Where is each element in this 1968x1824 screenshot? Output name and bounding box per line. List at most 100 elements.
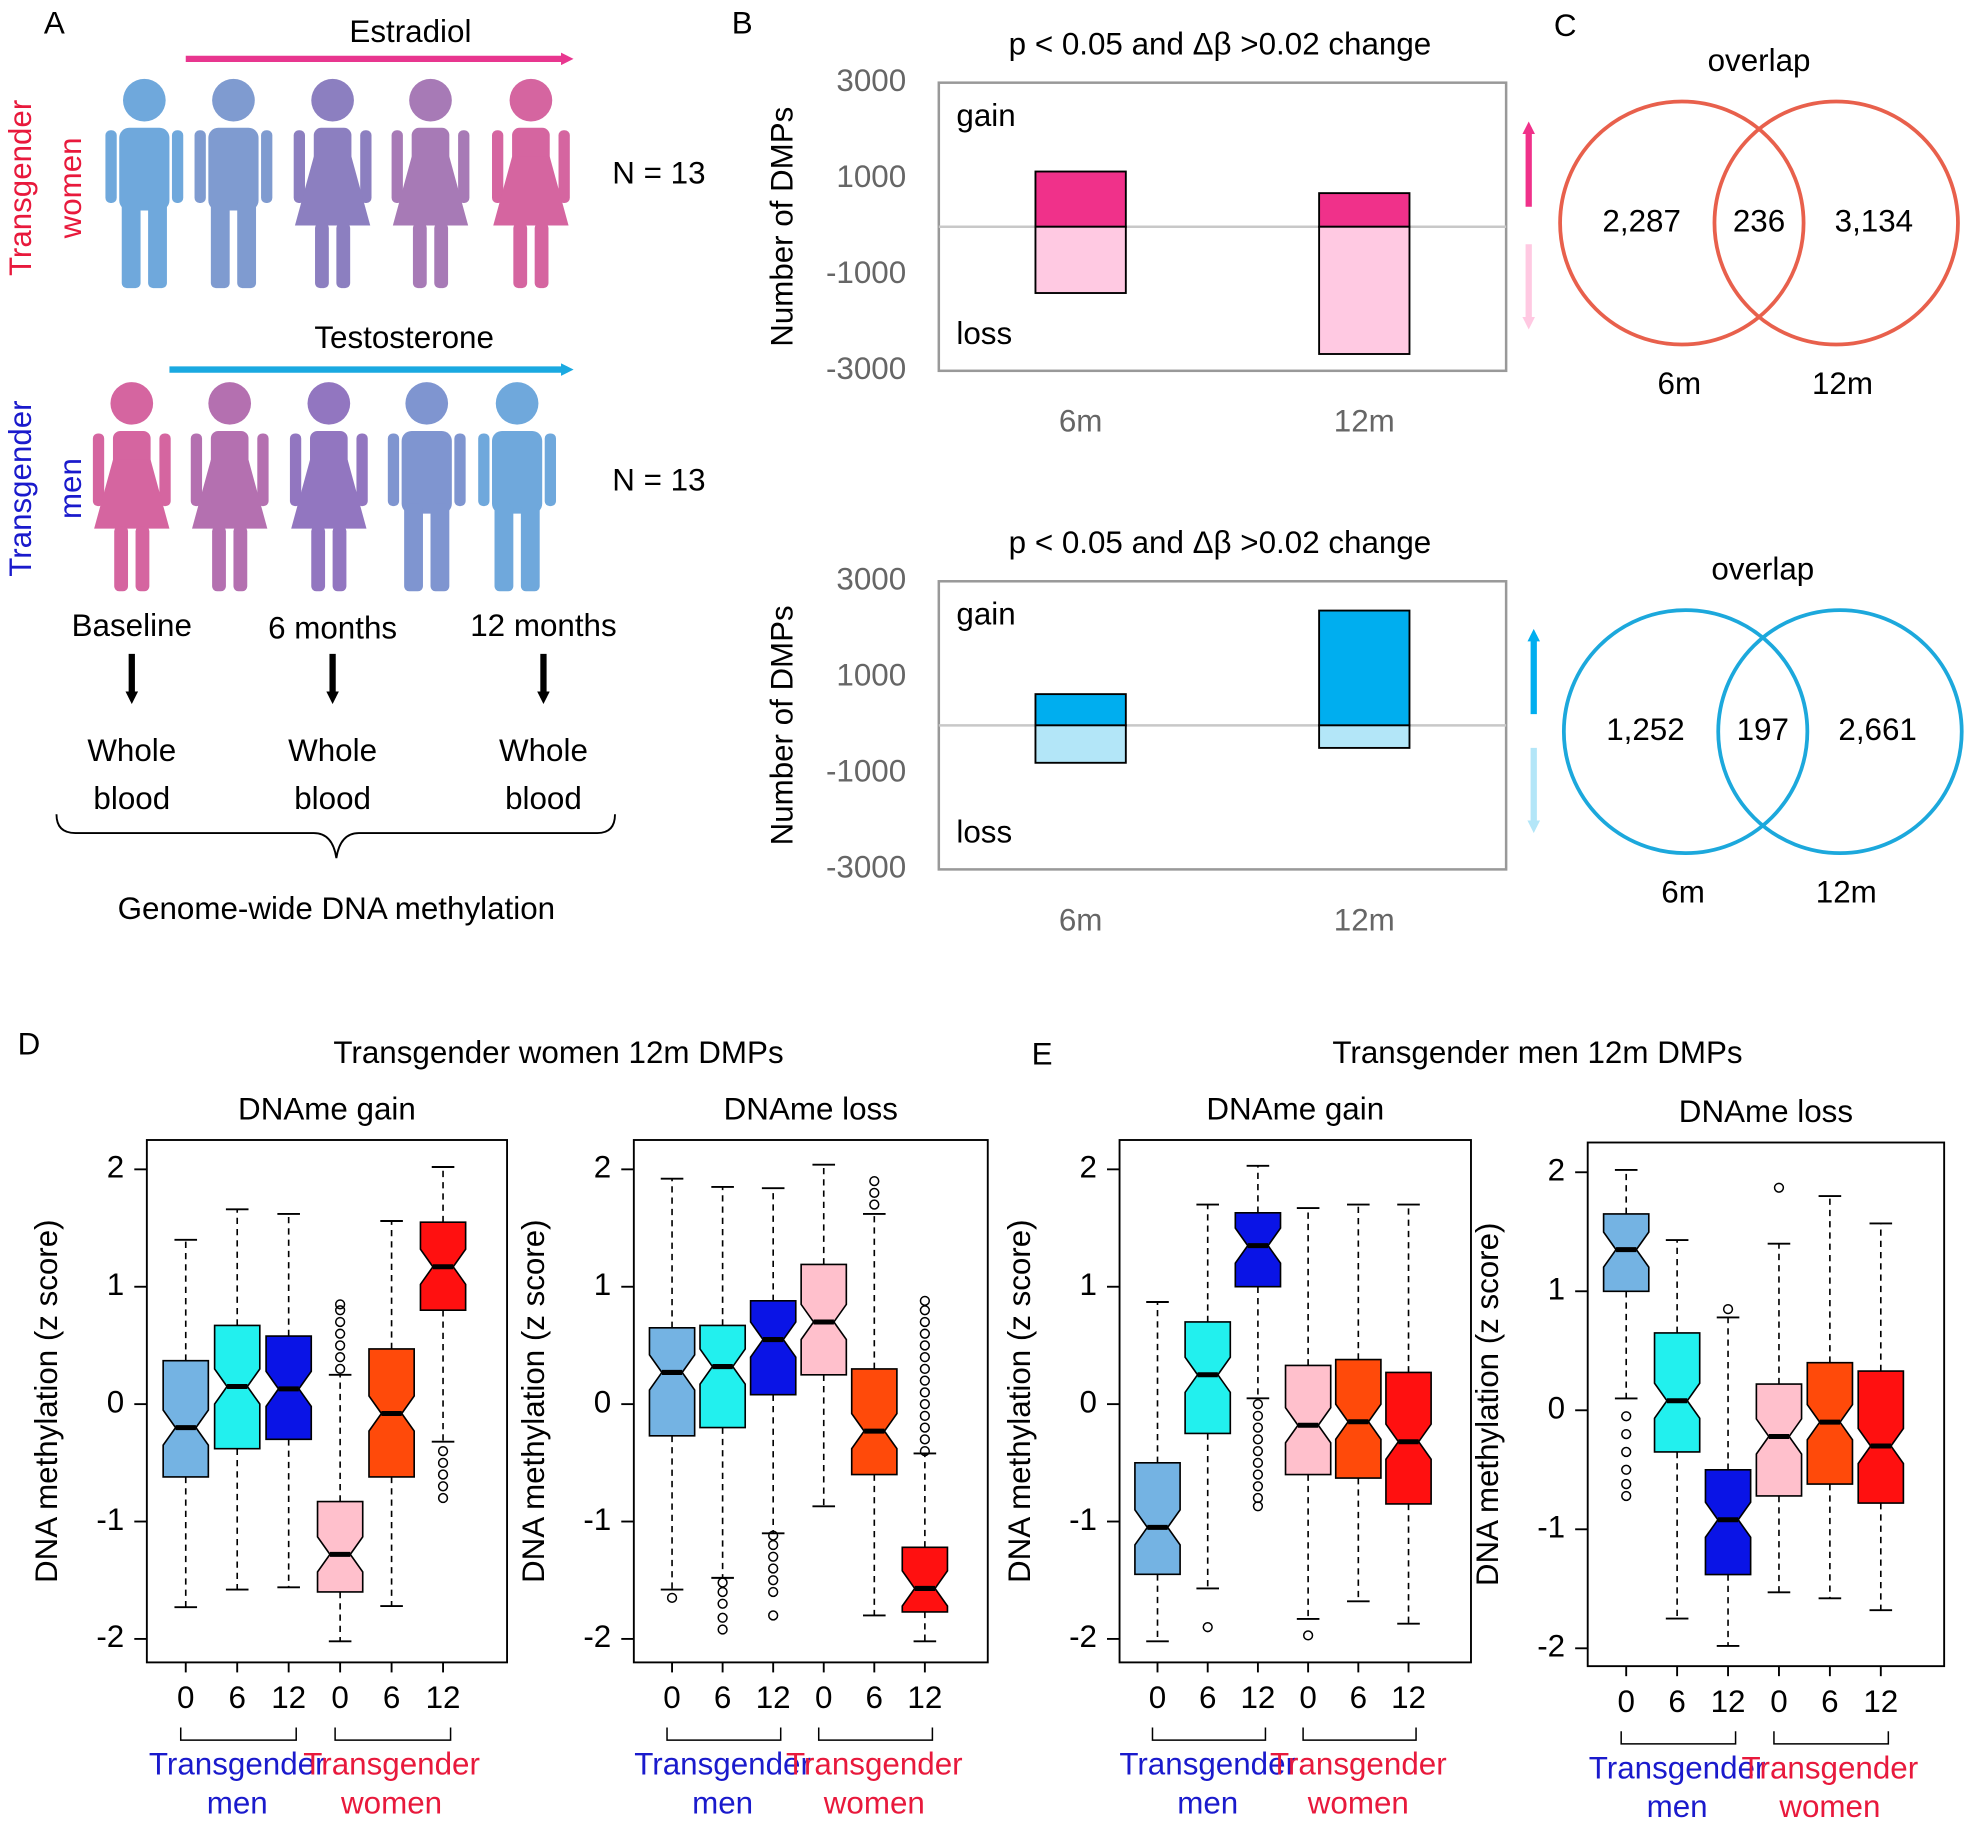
bar <box>1318 192 1411 228</box>
outlier <box>1252 1457 1264 1468</box>
figure-title: Transgender women 12m DMPs <box>333 1035 783 1070</box>
box <box>1755 1383 1803 1497</box>
y-tick-label: -1 <box>1537 1510 1565 1545</box>
person-torso <box>313 127 352 166</box>
x-tick-label: 12 <box>271 1680 306 1715</box>
person-arm <box>558 130 570 203</box>
outlier <box>919 1445 931 1457</box>
x-tick-label: 0 <box>1770 1684 1787 1719</box>
panel-label: D <box>18 1026 41 1061</box>
y-tick-label: -2 <box>96 1619 124 1654</box>
x-tick-label: 12 <box>426 1680 461 1715</box>
outlier <box>919 1363 931 1375</box>
outlier <box>1252 1469 1264 1480</box>
outlier <box>768 1575 779 1586</box>
timepoint: 6 months <box>268 610 397 645</box>
y-tick-label: 0 <box>1548 1391 1565 1426</box>
group-bracket <box>1773 1731 1890 1745</box>
outlier <box>919 1340 931 1351</box>
y-axis-label: DNA methylation (z score) <box>29 1219 64 1583</box>
x-tick-label: 6 <box>1668 1684 1685 1719</box>
person-leg <box>336 222 351 289</box>
person-torso <box>512 127 550 166</box>
person-leg <box>237 200 257 289</box>
group-bracket <box>666 1727 782 1741</box>
person-leg <box>311 526 326 592</box>
person-arm <box>257 433 269 507</box>
person-leg <box>494 503 514 592</box>
box <box>1385 1371 1432 1505</box>
outlier <box>919 1375 931 1386</box>
venn-count: 2,661 <box>1838 712 1916 747</box>
group-label: women <box>1778 1789 1880 1824</box>
person-arm <box>190 433 203 507</box>
group-bracket <box>179 1727 297 1741</box>
y-axis-label: Number of DMPs <box>765 107 800 347</box>
outlier <box>919 1328 931 1339</box>
y-tick-label: -2 <box>583 1619 611 1654</box>
person-leg <box>148 200 167 289</box>
outlier <box>919 1295 931 1306</box>
y-tick-label: 3000 <box>836 63 906 98</box>
person-dress <box>493 156 569 226</box>
y-tick-label: -1 <box>583 1502 611 1537</box>
group-label: Transgender <box>1742 1750 1919 1785</box>
outlier <box>437 1469 449 1480</box>
person-arm <box>458 130 470 203</box>
set-label: 12m <box>1812 366 1873 401</box>
group-label: men <box>207 1786 268 1821</box>
outlier <box>1621 1411 1632 1422</box>
y-tick-label: 1 <box>1080 1267 1097 1302</box>
x-tick-label: 6m <box>1059 902 1103 937</box>
timepoint: Baseline <box>72 608 192 643</box>
x-tick-label: 12 <box>756 1680 791 1715</box>
person-head <box>409 78 452 122</box>
hormone-label: Estradiol <box>349 14 471 49</box>
box <box>162 1359 210 1478</box>
person-arm <box>391 130 403 203</box>
box <box>901 1546 949 1613</box>
set-label: 6m <box>1658 366 1702 401</box>
box <box>316 1500 364 1593</box>
sample: blood <box>294 781 371 816</box>
series-label: gain <box>956 98 1015 133</box>
person-arm <box>492 130 504 203</box>
outlier <box>1252 1445 1264 1457</box>
venn-count: 2,287 <box>1602 203 1680 238</box>
y-axis-label: DNA methylation (z score) <box>1470 1223 1505 1587</box>
outlier <box>334 1340 346 1351</box>
outlier <box>1252 1434 1264 1445</box>
y-tick-label: 1000 <box>836 159 906 194</box>
series-label: loss <box>956 316 1012 351</box>
person-arm <box>92 433 105 507</box>
group-bracket <box>334 1727 452 1741</box>
y-tick-label: 0 <box>1080 1384 1097 1419</box>
outlier <box>334 1328 346 1339</box>
group-label: Transgender <box>3 400 38 576</box>
y-tick-label: -2 <box>1069 1619 1097 1654</box>
outlier <box>717 1577 728 1588</box>
x-tick-label: 0 <box>1149 1680 1166 1715</box>
x-tick-label: 12 <box>907 1680 942 1715</box>
person-arm <box>478 433 490 507</box>
person-torso <box>310 430 348 469</box>
x-tick-label: 0 <box>331 1680 348 1715</box>
person-leg <box>404 503 423 592</box>
y-tick-label: -3000 <box>826 850 906 885</box>
bar <box>1318 724 1411 749</box>
group-label: Transgender <box>1589 1750 1766 1785</box>
person-leg <box>520 503 540 592</box>
person-head <box>208 382 252 425</box>
timepoint: 12 months <box>470 608 616 643</box>
person-head <box>405 382 449 425</box>
venn-title: overlap <box>1711 552 1814 587</box>
person-head <box>307 382 351 425</box>
person-arm <box>159 433 171 507</box>
person-torso <box>119 127 170 211</box>
person-arm <box>261 130 273 203</box>
person-dress <box>294 156 371 226</box>
y-tick-label: 0 <box>107 1384 124 1419</box>
group-labels: Transgender women Transgender men <box>3 100 88 577</box>
box <box>1284 1364 1332 1476</box>
